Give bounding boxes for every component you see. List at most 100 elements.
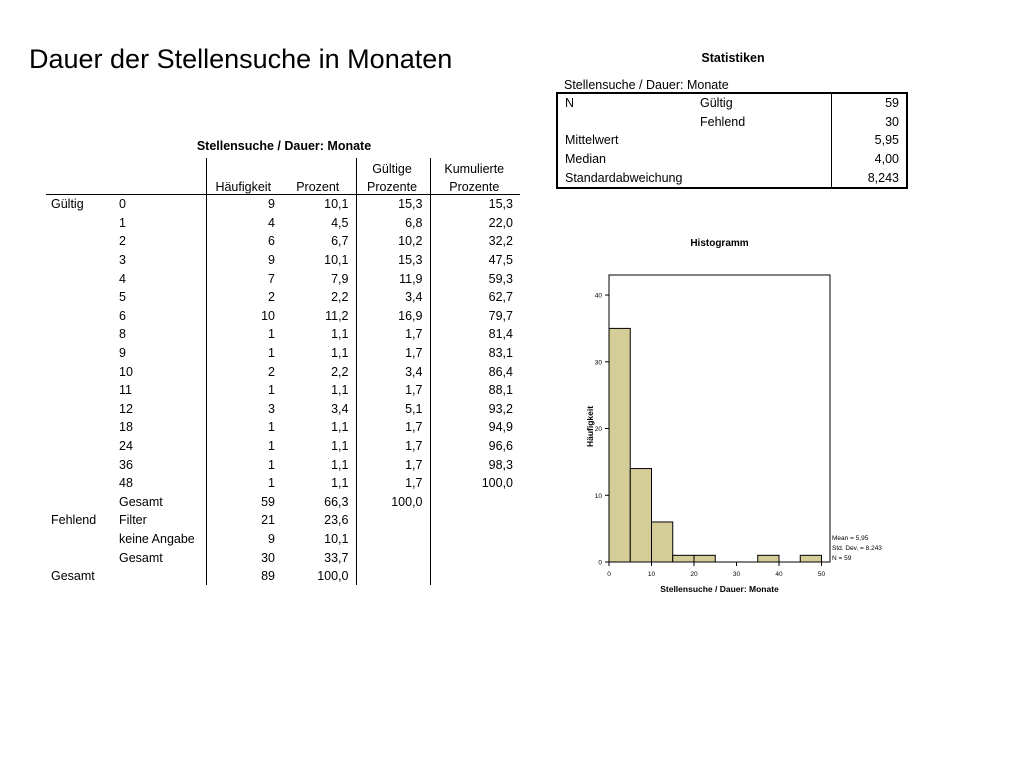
header-empty-2 (46, 176, 206, 195)
row-count: 89 (205, 566, 282, 586)
row-valid-percent: 1,7 (355, 343, 430, 363)
row-percent: 1,1 (331, 383, 349, 398)
row-percent: 1,1 (331, 476, 349, 491)
statistics-sublabel (693, 150, 831, 169)
row-percent: 1,1 (331, 439, 349, 454)
table-row: 36 1 1,1 1,7 98,3 (46, 455, 520, 474)
row-cumulative-percent: 15,3 (429, 194, 520, 214)
row-value-label: Filter (119, 513, 147, 528)
frequency-table: Gültige Kumulierte Häufigkeit Prozent Pr… (46, 158, 520, 586)
row-percent: 2,2 (331, 364, 349, 379)
row-group-label (46, 437, 114, 456)
row-count: 1 (205, 418, 282, 437)
row-value-label: Gesamt (119, 494, 163, 509)
x-tick-label: 50 (818, 571, 826, 578)
row-valid-percent (355, 511, 430, 530)
row-value-label: keine Angabe (119, 531, 195, 546)
row-value-label: 2 (119, 234, 126, 249)
table-row: keine Angabe 9 10,1 (46, 529, 520, 549)
row-cumulative-percent: 79,7 (429, 306, 520, 326)
row-valid-percent: 5,1 (355, 399, 430, 419)
header-cumulative-percent-bottom: Prozente (429, 176, 520, 195)
row-cumulative-percent (429, 492, 520, 512)
row-percent: 66,3 (324, 494, 349, 509)
header-valid-percent-bottom: Prozente (355, 176, 430, 195)
row-count: 9 (205, 529, 282, 549)
row-percent: 3,4 (331, 401, 349, 416)
histogram-bar (799, 554, 822, 563)
header-empty (46, 158, 206, 176)
row-cumulative-percent: 32,2 (429, 232, 520, 251)
row-group-label: Fehlend (51, 513, 97, 528)
row-valid-percent (355, 548, 430, 567)
row-valid-percent: 3,4 (355, 287, 430, 307)
row-percent: 1,1 (331, 457, 349, 472)
frequency-table-header-row-1: Gültige Kumulierte (46, 158, 520, 176)
row-valid-percent: 1,7 (355, 418, 430, 437)
row-group-label (46, 493, 114, 512)
row-count: 1 (205, 380, 282, 400)
row-percent: 7,9 (331, 271, 349, 286)
row-cumulative-percent: 96,6 (429, 436, 520, 456)
row-cumulative-percent: 83,1 (429, 343, 520, 363)
statistics-value: 5,95 (830, 131, 907, 150)
x-tick-label: 10 (648, 571, 656, 578)
row-group-label (46, 325, 114, 344)
histogram-bar (651, 521, 674, 563)
row-valid-percent: 3,4 (355, 362, 430, 381)
row-value-label (114, 567, 206, 586)
row-value-label: 5 (119, 290, 126, 305)
histogram-bar (672, 554, 695, 563)
statistics-value: 30 (830, 112, 907, 132)
row-valid-percent (355, 566, 430, 586)
row-valid-percent: 16,9 (355, 306, 430, 326)
row-percent: 1,1 (331, 420, 349, 435)
header-spacer-percent (282, 158, 356, 176)
statistics-sublabel (693, 168, 831, 188)
row-group-label (46, 418, 114, 437)
row-count: 1 (205, 473, 282, 493)
row-cumulative-percent: 94,9 (429, 418, 520, 437)
histogram-chart: Histogramm 0 10 20 30 40 0 10 20 30 40 50 Stellensuc… (560, 230, 910, 610)
y-tick-label: 0 (598, 560, 602, 567)
histogram-bar (629, 468, 652, 563)
table-row: Gesamt 59 66,3 100,0 (46, 492, 520, 512)
row-value-label: 24 (119, 439, 133, 454)
row-value-label: 12 (119, 401, 133, 416)
row-count: 6 (205, 232, 282, 251)
table-row: 2 6 6,7 10,2 32,2 (46, 232, 520, 251)
row-group-label (46, 474, 114, 493)
row-group-label (46, 381, 114, 400)
statistics-label (557, 113, 693, 132)
statistics-value: 59 (830, 93, 907, 113)
table-row: Gesamt 30 33,7 (46, 548, 520, 567)
histogram-stat-text: Std. Dev. = 8,243 (832, 545, 882, 552)
row-cumulative-percent (429, 566, 520, 586)
header-valid-percent-top: Gültige (355, 158, 430, 176)
row-value-label: 10 (119, 364, 133, 379)
row-cumulative-percent: 98,3 (429, 455, 520, 474)
statistics-value: 8,243 (830, 168, 907, 188)
row-cumulative-percent (429, 529, 520, 549)
table-row: 5 2 2,2 3,4 62,7 (46, 287, 520, 307)
row-count: 59 (205, 492, 282, 512)
row-cumulative-percent: 22,0 (429, 213, 520, 233)
row-cumulative-percent: 93,2 (429, 399, 520, 419)
row-percent: 11,2 (325, 308, 349, 323)
table-row: 9 1 1,1 1,7 83,1 (46, 343, 520, 363)
row-value-label: 18 (119, 420, 133, 435)
header-count: Häufigkeit (205, 176, 282, 195)
row-count: 2 (205, 362, 282, 381)
row-count: 3 (205, 399, 282, 419)
row-cumulative-percent: 86,4 (429, 362, 520, 381)
row-percent: 4,5 (331, 215, 349, 230)
row-count: 9 (205, 194, 282, 214)
statistics-sublabel (693, 131, 831, 150)
row-count: 1 (205, 325, 282, 344)
page-title: Dauer der Stellensuche in Monaten (29, 44, 453, 74)
frequency-table-header-row-2: Häufigkeit Prozent Prozente Prozente (46, 176, 520, 195)
table-row: 10 2 2,2 3,4 86,4 (46, 362, 520, 381)
row-value-label: 9 (119, 346, 126, 361)
y-axis-label: Häufigkeit (585, 406, 595, 447)
statistics-row: Median 4,00 (557, 149, 907, 169)
